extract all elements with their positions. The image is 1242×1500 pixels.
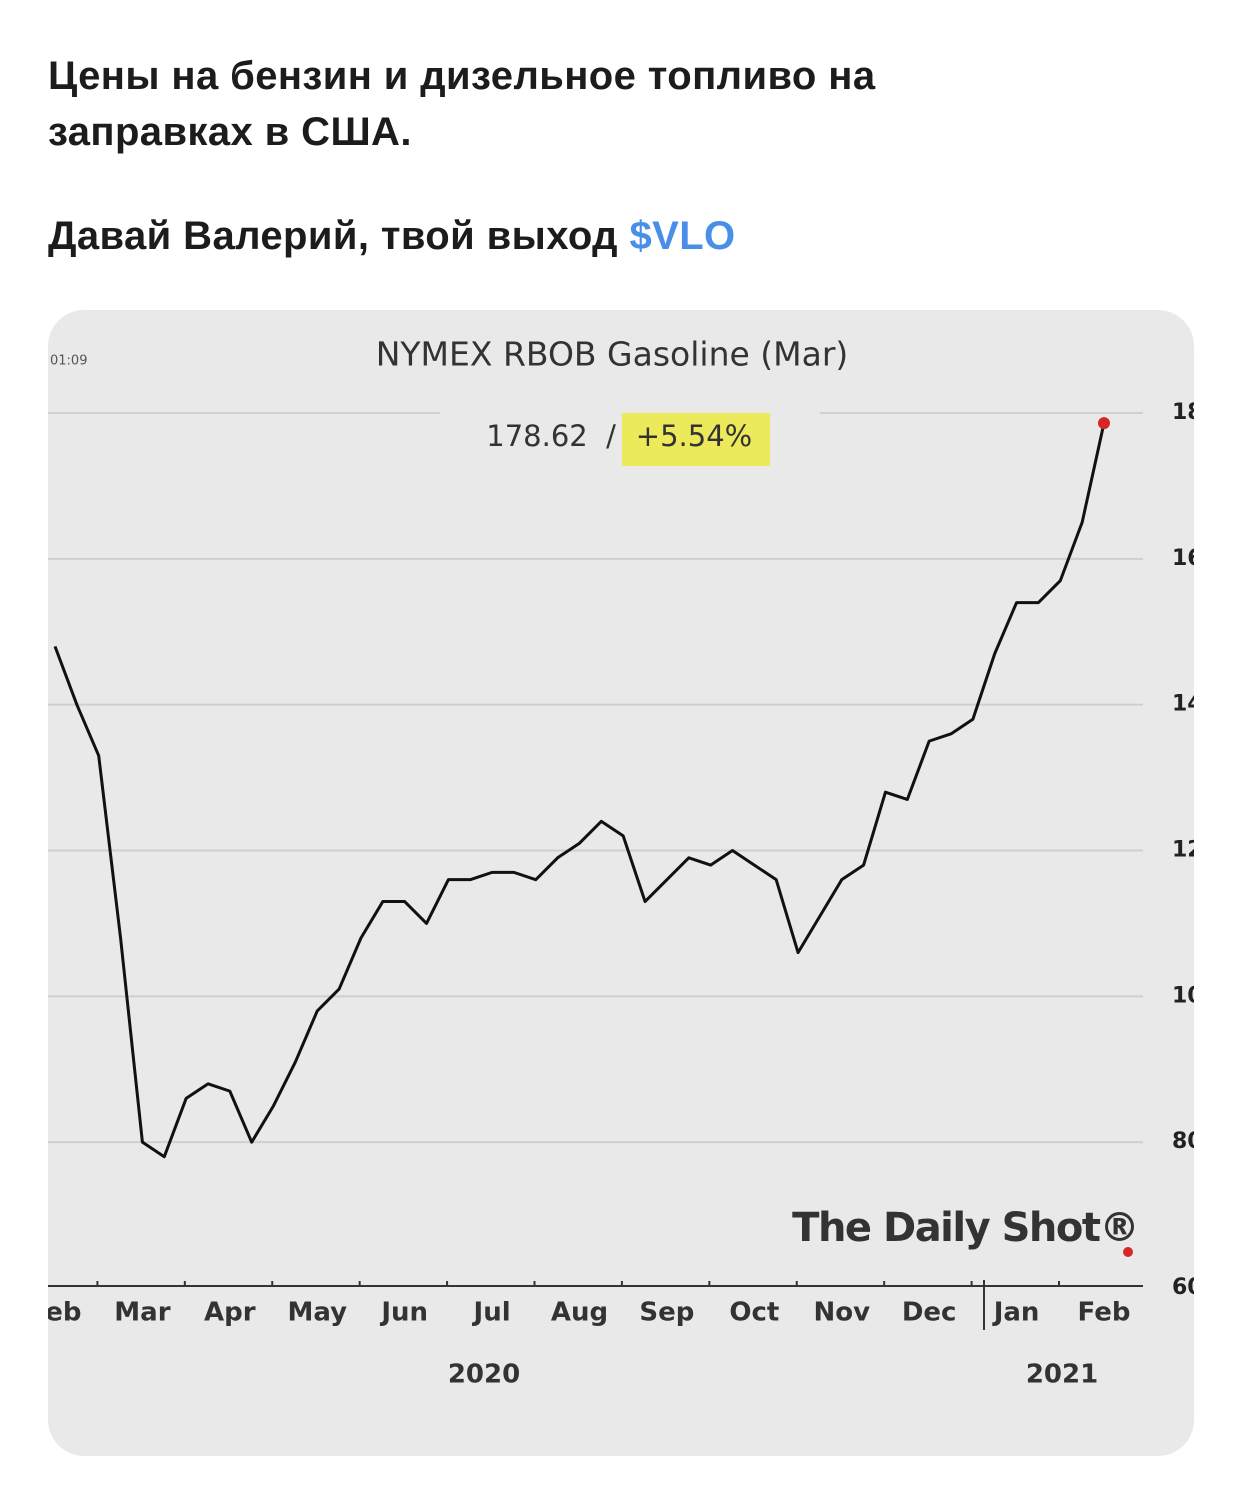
last-point: [1098, 417, 1110, 430]
y-tick-label: 140: [1172, 692, 1218, 717]
post-text: Давай Валерий, твой выход $VLO: [48, 208, 1008, 264]
x-tick-label: Feb: [1078, 1298, 1131, 1328]
x-tick-label: Jun: [379, 1298, 428, 1328]
y-tick-label: 160: [1172, 546, 1218, 571]
post-text: Цены на бензин и дизельное топливо на за…: [48, 54, 876, 154]
x-tick-label: Jul: [472, 1298, 511, 1328]
y-tick-label: 60: [1172, 1275, 1203, 1300]
x-tick-label: Jan: [992, 1298, 1040, 1328]
x-tick-label: Aug: [551, 1298, 608, 1328]
y-tick-label: 180: [1172, 400, 1218, 425]
x-tick-label: Dec: [902, 1298, 957, 1328]
x-tick-label: Mar: [114, 1298, 170, 1328]
change-highlight: [622, 413, 770, 466]
year-label: 2020: [448, 1360, 520, 1390]
corner-label: 01:09: [50, 354, 87, 369]
x-tick-label: Sep: [639, 1298, 694, 1328]
ticker-link[interactable]: $VLO: [629, 214, 736, 258]
annotation-separator: /: [606, 419, 616, 453]
x-tick-label: Oct: [729, 1298, 779, 1328]
chart-title: NYMEX RBOB Gasoline (Mar): [376, 335, 849, 374]
y-tick-label: 120: [1172, 838, 1218, 863]
y-tick-label: 80: [1172, 1129, 1203, 1154]
source-logo: The Daily Shot®: [792, 1205, 1138, 1251]
annotation-change: +5.54%: [636, 419, 752, 453]
x-tick-label: May: [287, 1298, 347, 1328]
year-label: 2021: [1026, 1360, 1098, 1390]
price-line: [53, 422, 1106, 1159]
logo-dot: [1123, 1247, 1133, 1257]
x-tick-label: Apr: [204, 1298, 256, 1328]
x-tick-label: Feb: [29, 1298, 82, 1328]
x-tick-label: Nov: [813, 1298, 870, 1328]
y-tick-label: 100: [1172, 983, 1218, 1008]
chart-background: [48, 310, 1194, 1456]
annotation-value: 178.62: [486, 419, 587, 453]
post-text-2: Давай Валерий, твой выход: [48, 214, 618, 258]
